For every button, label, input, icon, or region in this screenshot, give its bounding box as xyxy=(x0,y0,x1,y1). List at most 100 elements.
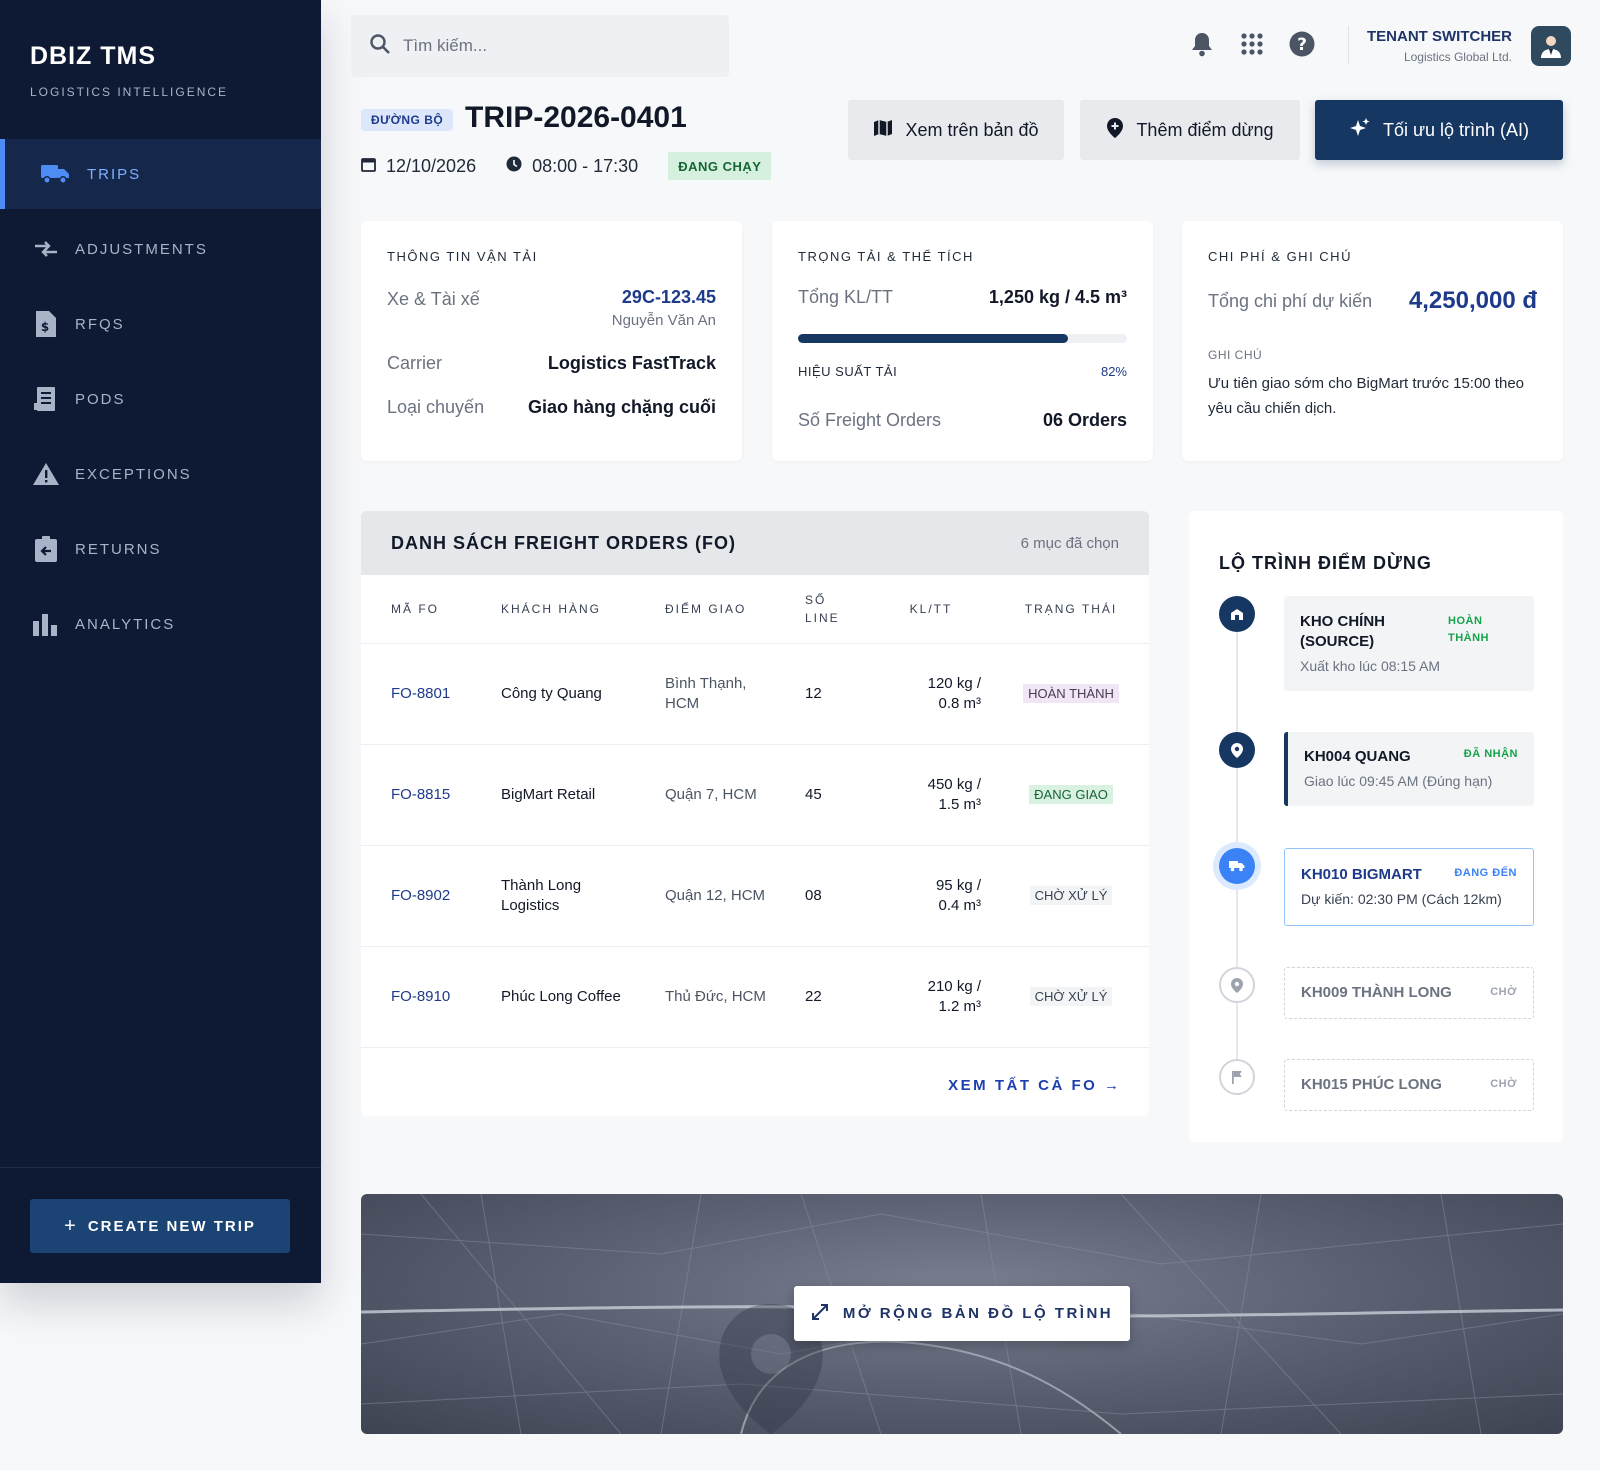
stop-name: KH015 PHÚC LONG xyxy=(1301,1076,1442,1093)
create-new-trip-button[interactable]: + CREATE NEW TRIP xyxy=(30,1199,290,1253)
customer-cell: Công ty Quang xyxy=(501,685,602,702)
capacity-card: TRỌNG TẢI & THỂ TÍCH Tổng KL/TT 1,250 kg… xyxy=(772,221,1153,461)
total-weight-volume-label: Tổng KL/TT xyxy=(798,287,894,307)
sidebar-item-label: PODS xyxy=(75,390,126,408)
stop-status-tag: CHỜ xyxy=(1490,1078,1517,1090)
fo-code-link[interactable]: FO-8902 xyxy=(391,887,451,904)
truck-icon xyxy=(41,159,71,189)
add-stop-label: Thêm điểm dừng xyxy=(1136,119,1274,140)
volume-value: 0.8 m³ xyxy=(938,695,981,712)
weight-value: 450 kg / xyxy=(927,776,981,793)
view-all-fo-link[interactable]: XEM TẤT CẢ FO → xyxy=(948,1077,1119,1094)
sidebar-item-trips[interactable]: TRIPS xyxy=(0,139,321,209)
route-map-preview[interactable]: MỞ RỘNG BẢN ĐỒ LỘ TRÌNH xyxy=(361,1194,1563,1434)
table-row[interactable]: FO-8902 Thành Long Logistics Quận 12, HC… xyxy=(361,846,1149,947)
trip-meta: 12/10/2026 08:00 - 17:30 ĐANG CHẠY xyxy=(361,152,772,180)
avatar[interactable] xyxy=(1531,26,1571,66)
search-bar[interactable] xyxy=(351,15,729,77)
expand-route-map-button[interactable]: MỞ RỘNG BẢN ĐỒ LỘ TRÌNH xyxy=(794,1286,1130,1341)
line-count-cell: 08 xyxy=(805,887,822,904)
help-icon[interactable]: ? xyxy=(1286,28,1318,60)
status-cell: HOÀN THÀNH xyxy=(1021,679,1121,709)
warning-icon xyxy=(31,459,61,489)
estimated-cost-value: 4,250,000 đ xyxy=(1408,287,1537,314)
stop-detail: Dự kiến: 02:30 PM (Cách 12km) xyxy=(1301,891,1502,907)
column-header[interactable]: SỐ LINE xyxy=(805,593,840,625)
svg-text:?: ? xyxy=(1297,35,1307,55)
fo-code-link[interactable]: FO-8801 xyxy=(391,685,451,702)
trip-type-label: Loại chuyến xyxy=(387,397,485,417)
stop-card-arriving[interactable]: KH010 BIGMART Dự kiến: 02:30 PM (Cách 12… xyxy=(1284,848,1534,926)
sidebar-item-rfqs[interactable]: $ RFQS xyxy=(0,289,321,359)
table-row[interactable]: FO-8815 BigMart Retail Quận 7, HCM 45 45… xyxy=(361,745,1149,846)
weight-volume-cell: 450 kg / 1.5 m³ xyxy=(881,775,981,815)
stop-detail: Xuất kho lúc 08:15 AM xyxy=(1300,658,1441,674)
sidebar-item-analytics[interactable]: ANALYTICS xyxy=(0,589,321,659)
table-row[interactable]: FO-8801 Công ty Quang Bình Thạnh, HCM 12… xyxy=(361,644,1149,745)
stop-status-tag: CHỜ xyxy=(1490,986,1517,998)
stop-card-completed[interactable]: KHO CHÍNH (SOURCE) Xuất kho lúc 08:15 AM… xyxy=(1284,596,1534,691)
column-header[interactable]: KHÁCH HÀNG xyxy=(501,602,602,616)
trip-status-badge: ĐANG CHẠY xyxy=(668,152,772,180)
transport-info-card: THÔNG TIN VẬN TẢI Xe & Tài xế 29C-123.45… xyxy=(361,221,742,461)
vehicle-driver-value: 29C-123.45 Nguyễn Văn An xyxy=(612,287,716,329)
calendar-icon xyxy=(361,156,376,177)
line-count-cell: 22 xyxy=(805,988,822,1005)
table-title: DANH SÁCH FREIGHT ORDERS (FO) xyxy=(391,532,736,553)
load-efficiency-bar xyxy=(798,334,1127,343)
load-efficiency-label: HIỆU SUẤT TẢI xyxy=(798,364,898,379)
status-badge: HOÀN THÀNH xyxy=(1023,679,1119,709)
volume-value: 1.5 m³ xyxy=(938,796,981,813)
delivery-point-cell: Quận 7, HCM xyxy=(665,786,757,803)
table-header-bar: DANH SÁCH FREIGHT ORDERS (FO) 6 mục đã c… xyxy=(361,511,1149,575)
freight-order-count-label: Số Freight Orders xyxy=(798,410,942,430)
sidebar-item-pods[interactable]: PODS xyxy=(0,364,321,434)
vehicle-plate[interactable]: 29C-123.45 xyxy=(621,287,716,307)
sparkles-icon xyxy=(1349,117,1371,144)
sidebar-item-exceptions[interactable]: EXCEPTIONS xyxy=(0,439,321,509)
status-badge-text: CHỜ XỬ LÝ xyxy=(1029,886,1113,905)
fo-code-link[interactable]: FO-8910 xyxy=(391,988,451,1005)
column-header[interactable]: ĐIỂM GIAO xyxy=(665,602,747,616)
stop-name: KH004 QUANG xyxy=(1304,748,1411,765)
column-header[interactable]: MÃ FO xyxy=(391,602,439,616)
sidebar-item-label: RETURNS xyxy=(75,540,162,558)
sidebar-item-returns[interactable]: RETURNS xyxy=(0,514,321,584)
vehicle-driver-label: Xe & Tài xế xyxy=(387,289,480,309)
column-header[interactable]: TRẠNG THÁI xyxy=(1024,602,1118,616)
freight-orders-table: DANH SÁCH FREIGHT ORDERS (FO) 6 mục đã c… xyxy=(361,511,1149,1116)
vehicle-driver-row: Xe & Tài xế 29C-123.45 Nguyễn Văn An xyxy=(387,287,716,329)
volume-value: 0.4 m³ xyxy=(938,897,981,914)
table-row[interactable]: FO-8910 Phúc Long Coffee Thủ Đức, HCM 22… xyxy=(361,947,1149,1048)
sidebar-divider xyxy=(0,1167,321,1168)
view-on-map-button[interactable]: Xem trên bản đồ xyxy=(848,100,1064,160)
selected-count: 6 mục đã chọn xyxy=(1020,534,1119,552)
search-input[interactable] xyxy=(403,36,703,56)
card-title: TRỌNG TẢI & THỂ TÍCH xyxy=(798,249,974,264)
sidebar-item-label: ADJUSTMENTS xyxy=(75,240,208,258)
stop-card-pending[interactable]: KH015 PHÚC LONG CHỜ xyxy=(1284,1059,1534,1111)
stop-card-received[interactable]: KH004 QUANG Giao lúc 09:45 AM (Đúng hạn)… xyxy=(1284,732,1534,806)
bell-icon[interactable] xyxy=(1186,28,1218,60)
load-efficiency-row: HIỆU SUẤT TẢI 82% xyxy=(798,364,1127,379)
sidebar: DBIZ TMS LOGISTICS INTELLIGENCE TRIPS AD… xyxy=(0,0,321,1283)
trip-date: 12/10/2026 xyxy=(361,156,476,177)
optimize-route-ai-button[interactable]: Tối ưu lộ trình (AI) xyxy=(1315,100,1563,160)
truck-icon xyxy=(1219,848,1255,884)
fo-code-link[interactable]: FO-8815 xyxy=(391,786,451,803)
stop-card-pending[interactable]: KH009 THÀNH LONG CHỜ xyxy=(1284,967,1534,1019)
sidebar-item-adjustments[interactable]: ADJUSTMENTS xyxy=(0,214,321,284)
status-badge-text: ĐANG GIAO xyxy=(1029,785,1113,804)
add-stop-button[interactable]: Thêm điểm dừng xyxy=(1080,100,1300,160)
expand-route-map-label: MỞ RỘNG BẢN ĐỒ LỘ TRÌNH xyxy=(842,1305,1114,1322)
apps-grid-icon[interactable] xyxy=(1236,28,1268,60)
invoice-dollar-icon: $ xyxy=(31,309,61,339)
search-icon xyxy=(369,33,391,60)
load-efficiency-value: 82% xyxy=(1100,364,1127,379)
note-label: GHI CHÚ xyxy=(1208,348,1263,362)
column-header[interactable]: KL/TT xyxy=(909,602,953,616)
status-badge: CHỜ XỬ LÝ xyxy=(1029,982,1113,1012)
top-toolbar: ? xyxy=(1186,28,1318,60)
sidebar-item-label: EXCEPTIONS xyxy=(75,465,192,483)
tenant-switcher[interactable]: TENANT SWITCHER Logistics Global Ltd. xyxy=(1367,28,1512,64)
